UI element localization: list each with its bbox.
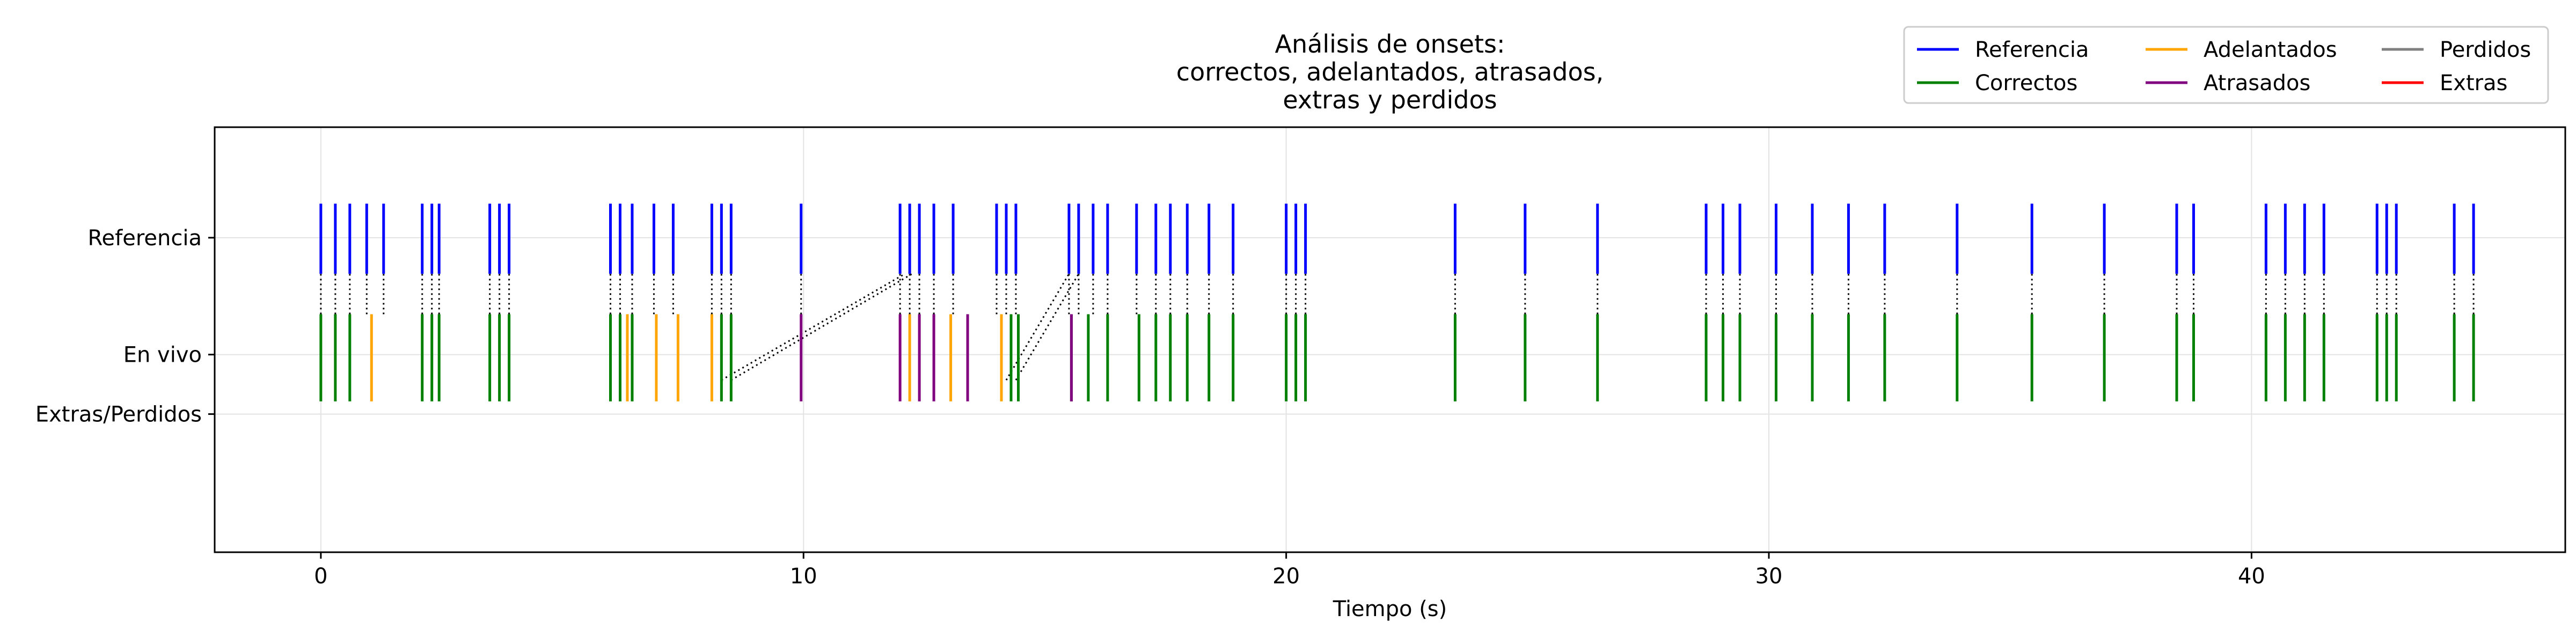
chart-title-line: extras y perdidos [1283,85,1497,114]
match-connector [721,273,905,381]
y-tick-label: Extras/Perdidos [35,402,202,427]
x-tick-label: 20 [1272,564,1300,589]
legend-label-referencia: Referencia [1975,38,2089,62]
match-connectors [721,273,1080,381]
legend-label-extras: Extras [2440,71,2507,96]
plot-frame [214,126,2566,553]
chart-title-line: Análisis de onsets: [1275,30,1505,58]
chart-title: Análisis de onsets:correctos, adelantado… [1176,30,1604,114]
y-tick-label: En vivo [123,343,202,368]
x-tick-label: 40 [2238,564,2265,589]
legend: Referencia Adelantados Perdidos Correctos At… [1903,26,2549,104]
chart-title-line: correctos, adelantados, atrasados, [1176,57,1604,86]
legend-label-adelantados: Adelantados [2204,38,2337,62]
legend-label-atrasados: Atrasados [2204,71,2310,96]
axes: 0 10 20 30 40 Referencia En vivo Extras/Perdido… [35,226,2265,589]
y-tick-label: Referencia [88,226,202,251]
match-connector [1005,273,1070,381]
x-tick-label: 30 [1755,564,1783,589]
match-connector [730,273,913,381]
match-connector [1015,273,1080,381]
legend-label-correctos: Correctos [1975,71,2077,96]
x-tick-label: 0 [314,564,327,589]
x-tick-label: 10 [790,564,817,589]
legend-label-perdidos: Perdidos [2440,38,2531,62]
event-marks [319,203,2475,401]
x-axis-label: Tiempo (s) [1333,597,1447,621]
